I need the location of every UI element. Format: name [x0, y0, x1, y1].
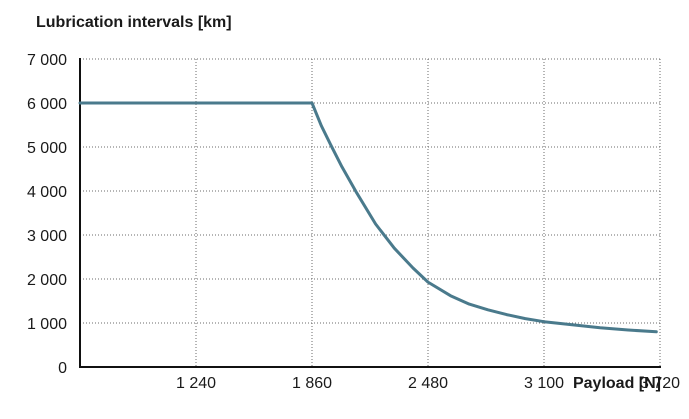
- y-tick-label: 7 000: [27, 52, 67, 69]
- y-tick-label: 1 000: [27, 316, 67, 333]
- x-tick-label: 1 240: [176, 375, 216, 392]
- y-tick-label: 5 000: [27, 140, 67, 157]
- x-tick-label: 2 480: [408, 375, 448, 392]
- y-tick-label: 3 000: [27, 228, 67, 245]
- x-axis-title: Payload [N]: [573, 375, 661, 392]
- series-layer: [78, 101, 658, 334]
- x-tick-label: 3 720: [640, 375, 680, 392]
- y-tick-label: 6 000: [27, 96, 67, 113]
- y-tick-labels: 0 1 000 2 000 3 000 4 000 5 000 6 000 7 000: [27, 52, 67, 377]
- y-tick-label: 4 000: [27, 184, 67, 201]
- series-line: [78, 101, 658, 334]
- y-tick-label: 0: [58, 360, 67, 377]
- y-axis-title: Lubrication intervals [km]: [36, 14, 232, 31]
- y-tick-label: 2 000: [27, 272, 67, 289]
- x-tick-labels: 1 240 1 860 2 480 3 100 3 720: [176, 375, 680, 392]
- x-tick-label: 3 100: [524, 375, 564, 392]
- axes: [79, 58, 661, 368]
- x-tick-label: 1 860: [292, 375, 332, 392]
